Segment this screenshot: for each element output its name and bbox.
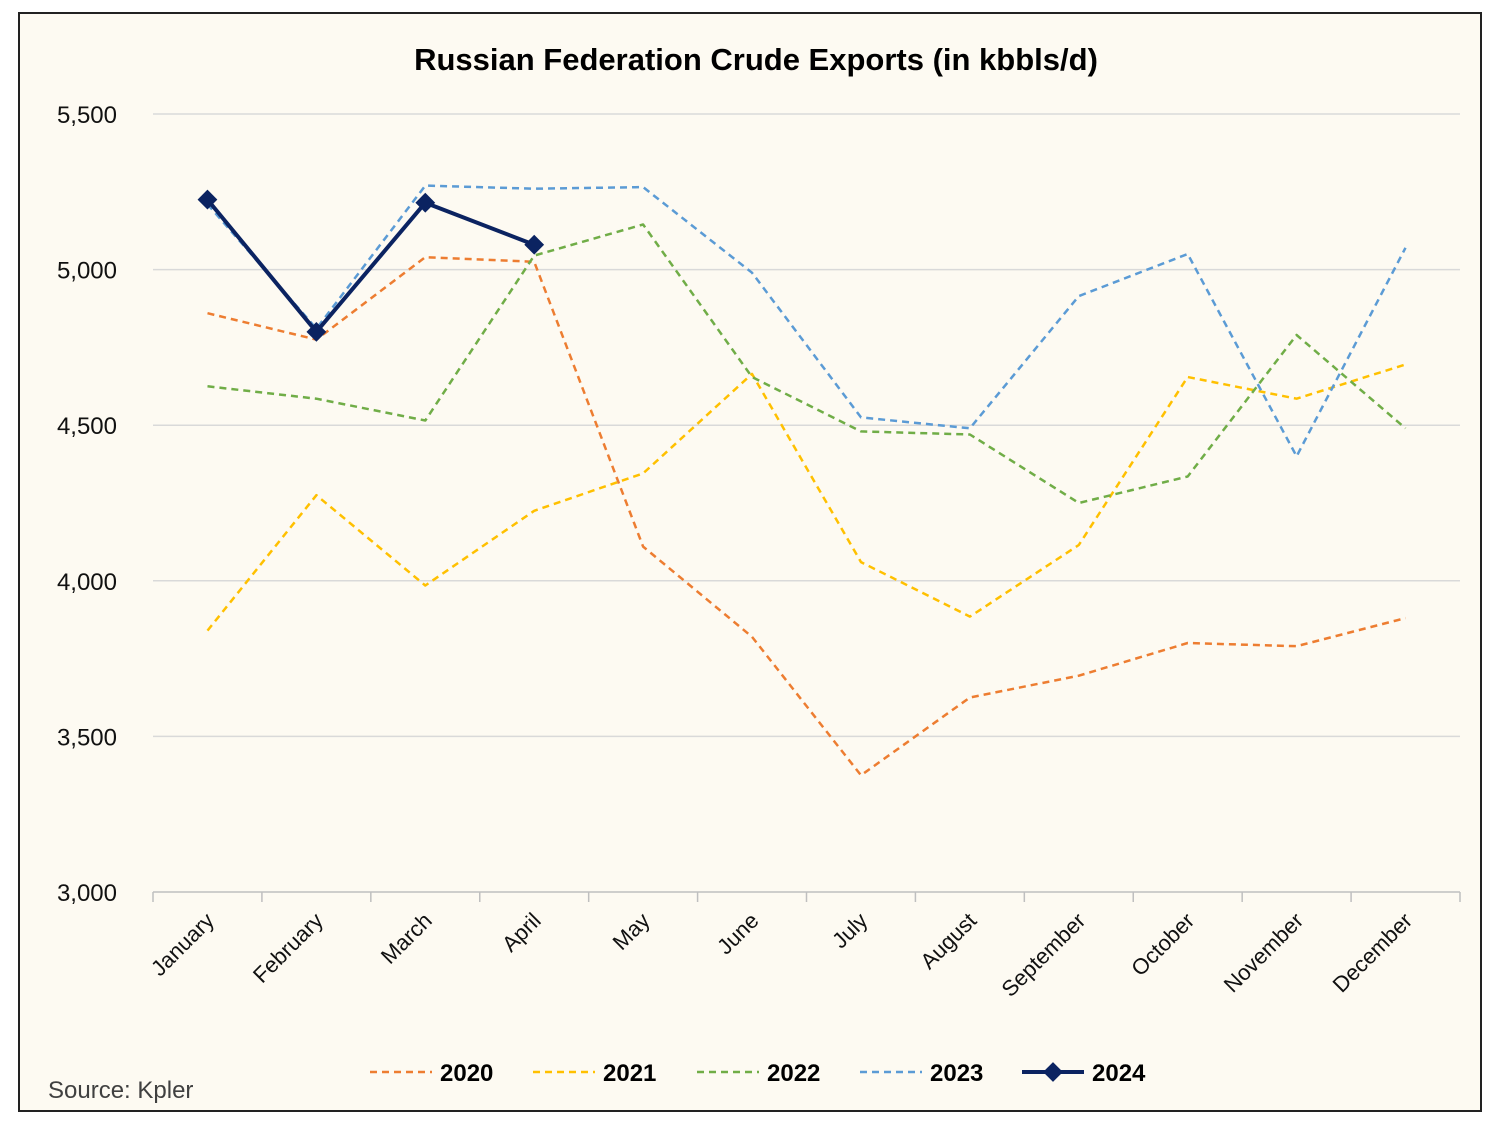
chart-title: Russian Federation Crude Exports (in kbb…	[414, 42, 1098, 77]
x-tick-label: June	[712, 908, 763, 959]
x-tick-label: January	[146, 908, 219, 981]
x-tick-label: May	[608, 908, 655, 955]
y-tick-label: 3,500	[57, 724, 117, 751]
legend-item: 2023	[860, 1060, 983, 1087]
x-tick-label: February	[248, 908, 328, 988]
legend-label: 2022	[767, 1060, 820, 1087]
legend-marker	[1043, 1062, 1063, 1082]
series	[197, 184, 1407, 777]
series-2020	[207, 255, 1406, 777]
series-line	[207, 223, 1407, 505]
y-tick-label: 5,000	[57, 258, 117, 285]
series-line	[206, 363, 1406, 632]
grid	[153, 113, 1460, 738]
y-tick-label: 3,000	[57, 880, 117, 907]
data-point-marker	[524, 234, 545, 255]
x-tick-label: August	[915, 908, 981, 974]
source-note: Source: Kpler	[48, 1077, 193, 1104]
data-point-marker	[415, 192, 436, 213]
series-line	[205, 198, 535, 334]
series-2022	[207, 223, 1407, 505]
series-2023	[206, 184, 1407, 458]
x-tick-label: April	[497, 908, 546, 957]
series-line	[206, 184, 1407, 458]
y-axis: 3,000 3,500 4,000 4,500 5,000 5,500	[57, 102, 117, 907]
series-2021	[206, 363, 1406, 632]
legend-item: 2021	[533, 1060, 656, 1087]
legend-item: 2024	[1022, 1060, 1146, 1087]
legend: 2020 2021 2022 2023 2024	[370, 1060, 1146, 1087]
legend-label: 2021	[603, 1060, 656, 1087]
y-tick-label: 4,000	[57, 569, 117, 596]
legend-item: 2022	[697, 1060, 820, 1087]
y-tick-label: 5,500	[57, 102, 117, 129]
legend-label: 2024	[1092, 1060, 1146, 1087]
x-tick-label: December	[1328, 908, 1417, 997]
x-tick-label: March	[376, 908, 437, 969]
x-tick-label: October	[1126, 908, 1199, 981]
data-point-marker	[306, 321, 327, 342]
series-line	[207, 255, 1406, 777]
x-tick-label: September	[997, 908, 1091, 1002]
legend-label: 2023	[930, 1060, 983, 1087]
legend-item: 2020	[370, 1060, 493, 1087]
x-axis: January February March April May June July Augu…	[146, 891, 1461, 1002]
y-tick-label: 4,500	[57, 413, 117, 440]
legend-label: 2020	[440, 1060, 493, 1087]
x-tick-label: November	[1219, 908, 1308, 997]
x-tick-label: July	[827, 908, 872, 953]
data-point-marker	[197, 189, 218, 210]
